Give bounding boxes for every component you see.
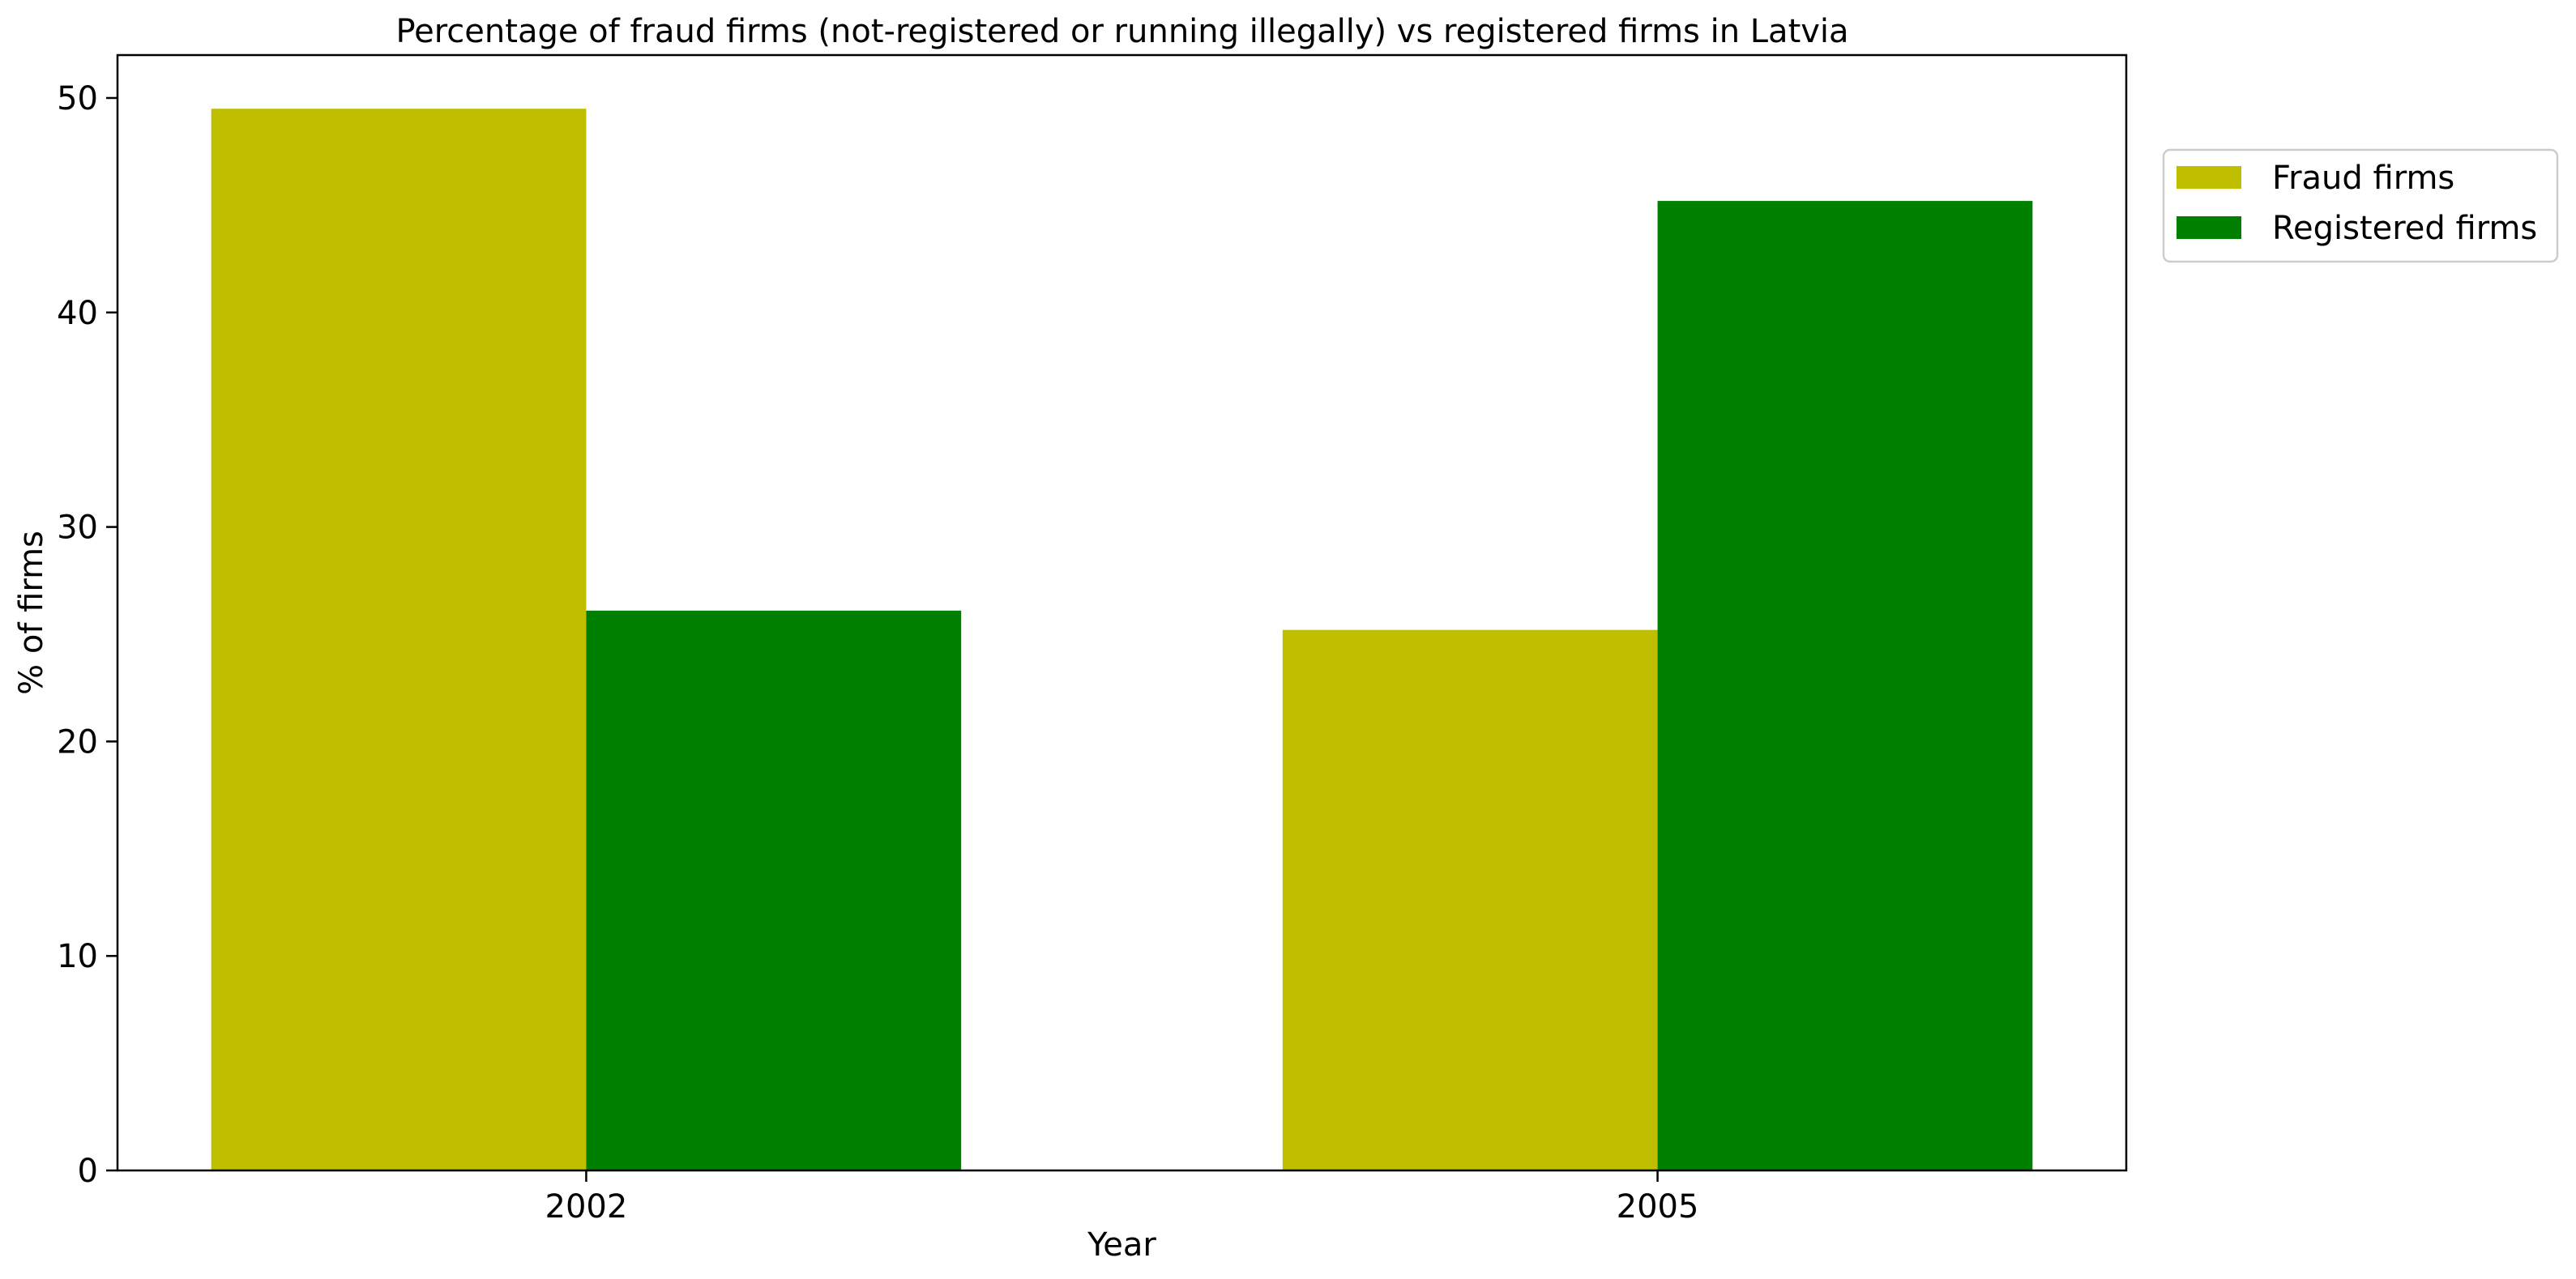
bar-registered-firms-2002 [586,610,962,1170]
y-axis-title: % of firms [13,531,50,695]
y-tick-label: 40 [57,295,98,332]
y-tick-label: 50 [57,80,98,117]
x-axis-title: Year [1087,1226,1156,1264]
y-tick-label: 20 [57,723,98,761]
y-axis-ticks: 0 10 20 30 40 50 [57,80,117,1190]
bar-fraud-firms-2002 [211,109,587,1171]
y-tick-label: 30 [57,509,98,547]
plot-frame [116,53,2128,1172]
legend: Fraud firms Registered firms [2162,148,2559,263]
bar-fraud-firms-2005 [1282,629,1658,1170]
chart-title: Percentage of fraud firms (not-registere… [395,13,1848,50]
x-axis-ticks: 2002 2005 [545,1170,1699,1226]
y-tick-label: 10 [57,938,98,975]
legend-box [2162,148,2559,263]
x-tick-label: 2002 [545,1188,628,1226]
legend-swatch-fraud-firms [2177,166,2241,189]
legend-swatch-registered-firms [2177,216,2241,239]
legend-label-registered-firms: Registered firms [2272,210,2537,247]
x-tick-label: 2005 [1617,1188,1699,1226]
legend-label-fraud-firms: Fraud firms [2272,160,2454,197]
y-tick-label: 0 [78,1153,98,1190]
bars-group [211,109,2033,1171]
bar-registered-firms-2005 [1657,201,2033,1171]
